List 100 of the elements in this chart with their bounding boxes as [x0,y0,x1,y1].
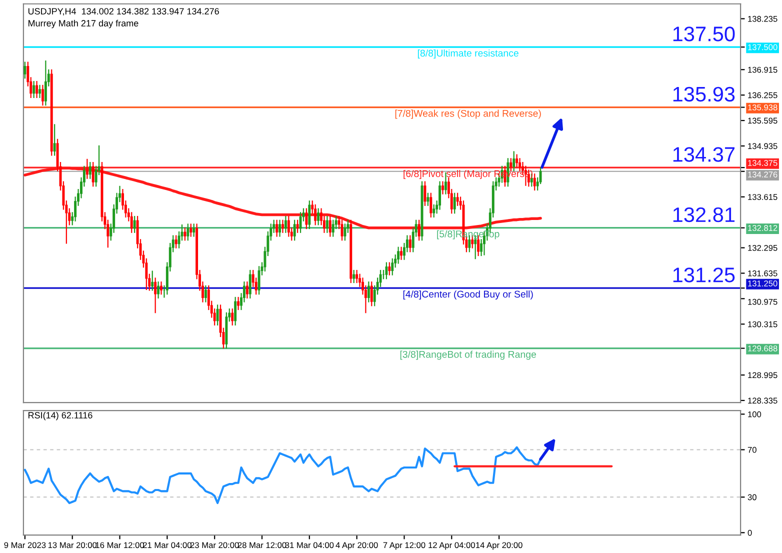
y-tick-label: 136.255 [748,92,778,98]
candlestick [192,223,196,238]
candlestick [397,246,400,264]
candlestick [151,270,154,292]
candlestick [453,192,456,214]
text: Murrey Math 217 day frame [28,20,138,28]
y-tick-label: 0 [748,530,752,536]
candlestick [516,154,518,168]
candlestick [231,308,234,326]
candlestick [512,150,516,172]
candlestick [424,180,426,206]
candlestick [237,296,240,311]
x-tick-label: 31 Mar 04:00 [285,542,334,548]
candlestick [367,280,370,303]
candlestick [444,172,447,195]
ref-line-label: [7/8]Weak res (Stop and Reverse) [395,110,541,119]
candlestick [284,215,287,234]
y-tick-label: 134.375 [748,160,778,166]
y-tick-label: 129.688 [748,345,778,352]
ref-line-label: [8/8]Ultimate resistance [418,49,518,59]
candlestick [438,180,442,210]
candlestick [92,161,94,188]
y-tick-label: 100 [748,411,762,418]
annotation: 135.93 [673,86,735,102]
candlestick [296,219,299,234]
candlestick [174,234,178,249]
candlestick [41,84,44,106]
candlestick [430,192,432,218]
y-tick-label: 137.500 [748,44,778,50]
candlestick [356,269,358,284]
y-tick-label: 128.995 [748,372,778,378]
x-tick-label: 9 Mar 2023 [4,542,46,548]
candlestick [157,280,160,300]
candlestick [385,262,388,280]
x-tick-label: 4 Apr 20:00 [336,542,378,550]
y-tick-label: 132.812 [748,225,778,231]
y-tick-label: 130.315 [748,321,778,328]
candlestick [133,215,136,234]
candlestick [344,223,346,242]
candlestick [332,219,334,238]
candlestick [293,219,296,242]
candlestick [418,219,420,242]
candlestick [432,204,436,218]
candlestick [533,172,536,192]
candlestick [308,200,311,230]
y-tick-label: 132.295 [748,244,778,251]
candlestick [248,269,252,300]
candlestick [86,158,88,180]
candlestick [370,280,373,307]
y-tick-label: 134.276 [748,172,778,178]
candlestick [352,269,356,284]
ref-line-label: [4/8]Center (Good Buy or Sell) [403,290,533,300]
candlestick [326,215,328,234]
candlestick [391,258,394,276]
candlestick [287,215,290,238]
candlestick [258,266,260,296]
candlestick [38,84,41,99]
candlestick [44,60,47,106]
x-tick-label: 14 Apr 20:00 [476,542,522,550]
candlestick [400,246,403,260]
chart-title: USDJPY,H4 134.002 134.382 133.947 134.276 [28,8,219,16]
x-tick-label: 16 Mar 12:00 [96,542,144,548]
candlestick [184,226,186,242]
candlestick [234,296,237,326]
candlestick [32,80,36,99]
annotation: 134.37 [673,147,734,162]
y-tick-label: 130.975 [748,298,778,305]
annotation: 137.50 [673,26,735,42]
line-series [24,446,542,504]
candlestick [53,124,56,156]
candlestick [282,219,284,234]
candlestick [88,161,92,180]
x-tick-label: 13 Mar 20:00 [48,542,97,548]
ref-line-label: [3/8]RangeBot of trading Range [400,350,536,360]
candlestick [36,80,38,99]
chart-title: RSI(14) 62.1116 [28,412,92,420]
candlestick [426,192,430,206]
candlestick [408,234,412,253]
candlestick [154,277,157,314]
candlestick [442,180,444,195]
y-tick-label: 135.595 [748,118,778,124]
x-tick-label: 21 Mar 04:00 [143,542,192,548]
candlestick [278,219,282,238]
annotation: 132.81 [673,207,735,222]
candlestick [130,212,133,234]
candlestick [204,284,207,303]
candlestick [216,304,219,326]
x-tick-label: 12 Apr 04:00 [428,542,475,550]
candlestick [160,280,162,296]
candlestick [24,61,26,80]
y-tick-label: 135.938 [748,104,778,110]
y-tick-label: 134.935 [748,143,778,150]
candlestick [388,262,391,276]
candlestick [317,208,320,226]
candlestick [456,192,459,206]
x-tick-label: 28 Mar 12:00 [238,542,286,548]
candlestick [510,158,512,172]
y-tick-label: 30 [748,494,756,500]
candlestick [314,204,317,226]
candlestick [186,223,190,242]
